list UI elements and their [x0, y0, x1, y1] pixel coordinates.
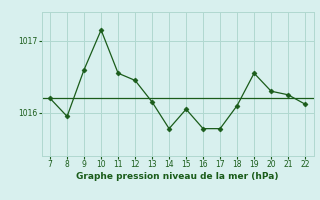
X-axis label: Graphe pression niveau de la mer (hPa): Graphe pression niveau de la mer (hPa): [76, 172, 279, 181]
